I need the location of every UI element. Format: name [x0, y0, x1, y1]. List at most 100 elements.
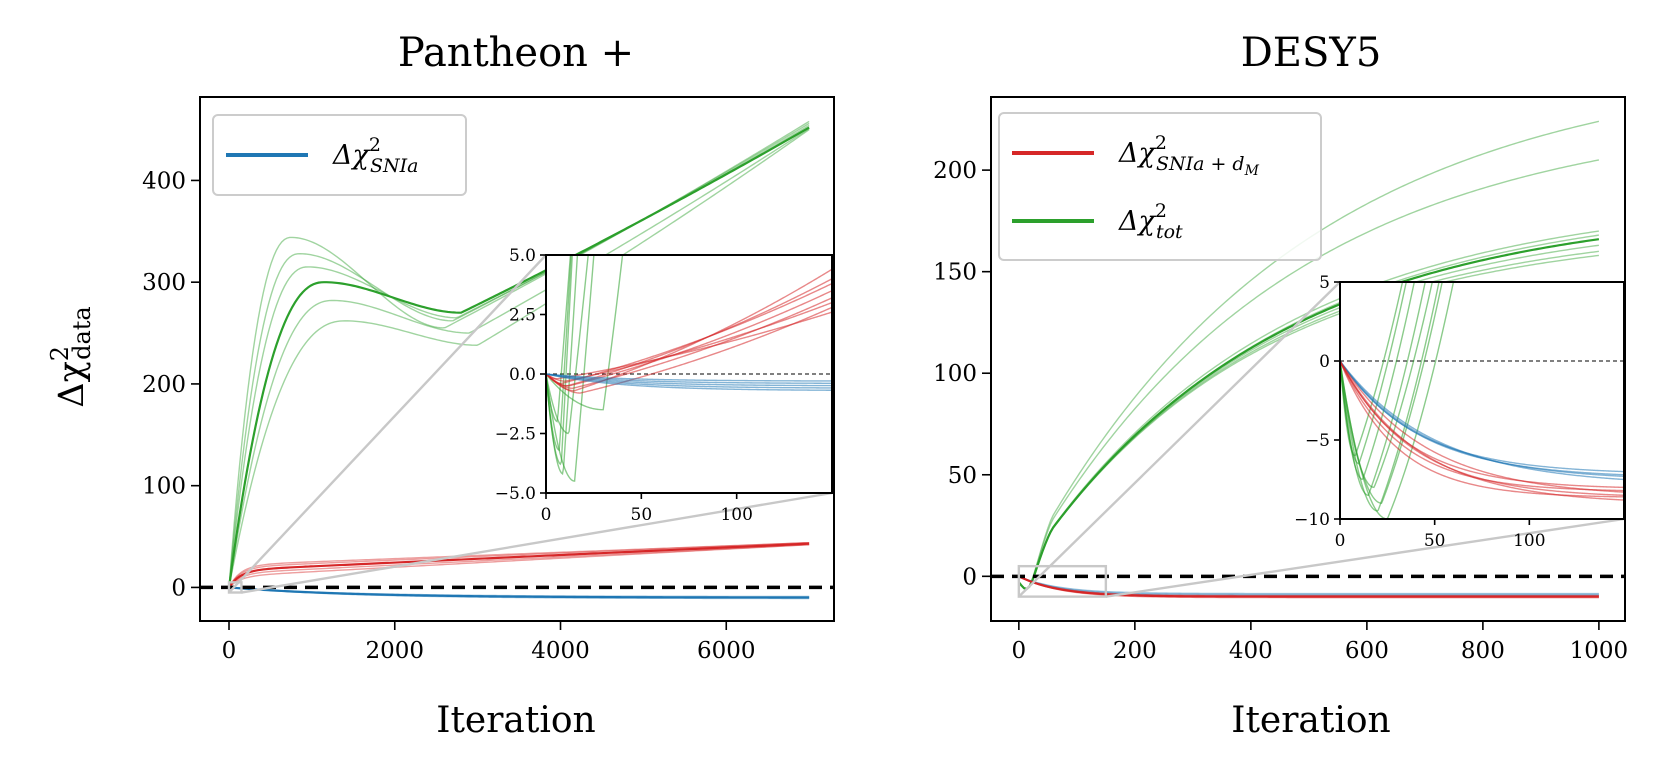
- y-axis-label-main: Δχ: [52, 361, 92, 407]
- zoom-connector: [1018, 281, 1341, 598]
- inset-series-line-green: [546, 255, 624, 411]
- inset-y-tick-label: 5.0: [509, 246, 536, 266]
- x-tick-label: 0: [1012, 638, 1027, 664]
- series-line-blue: [1018, 575, 1599, 596]
- inset-series-line-blue: [546, 373, 832, 389]
- legend-box-desy5: [998, 112, 1322, 261]
- inset-series-line-red: [546, 306, 832, 394]
- inset-series-line-red: [546, 297, 832, 389]
- inset-desy5: 0 50 100 −10 −5 0 5: [1294, 273, 1625, 551]
- x-axis-label-pantheon: Iteration: [436, 700, 596, 741]
- y-tick-label: 200: [933, 158, 977, 184]
- zoom-connector: [241, 491, 833, 594]
- series-line-green: [228, 124, 810, 588]
- inset-x-tick-label: 50: [631, 505, 653, 525]
- zoom-connector: [228, 254, 547, 594]
- legend-pantheon: Δχ2 SNIa: [212, 114, 467, 196]
- legend-tot-sup: 2: [1155, 200, 1167, 222]
- inset-y-tick-label: 0: [1319, 352, 1330, 372]
- series-line-green: [1017, 238, 1600, 591]
- legend-sniadm-subsub: M: [1244, 163, 1260, 179]
- inset-x-tick-label: 0: [541, 505, 552, 525]
- inset-series-line-green: [1340, 282, 1407, 465]
- legend-snia-sub: SNIa: [370, 155, 418, 177]
- series-line-red: [228, 542, 810, 589]
- series-line-red: [228, 543, 810, 588]
- y-tick-label: 100: [142, 474, 186, 500]
- y-tick-label: 0: [962, 564, 977, 590]
- series-line-red: [1018, 575, 1599, 597]
- x-axis-label-desy5: Iteration: [1231, 700, 1391, 741]
- x-ticks-pantheon: 0 2000 4000 6000: [222, 621, 756, 664]
- y-axis-label-sup: 2: [46, 346, 74, 361]
- legend-sniadm-main: Δχ: [1118, 138, 1156, 169]
- x-ticks-desy5: 0 200 400 600 800 1000: [1012, 621, 1629, 664]
- legend-sniadm-sub: SNIa + d: [1156, 153, 1245, 175]
- panel-pantheon: Pantheon + Iteration Δχ2data 0 2000 4000 60…: [46, 30, 835, 741]
- inset-series-line-green: [1340, 282, 1443, 504]
- y-tick-label: 0: [171, 575, 186, 601]
- inset-y-tick-label: 2.5: [509, 306, 536, 326]
- inset-x-tick-label: 50: [1424, 531, 1446, 551]
- legend-box-pantheon: [212, 114, 467, 196]
- series-line-blue: [228, 586, 810, 599]
- inset-series-line-green: [1340, 282, 1433, 489]
- inset-y-tick-label: −10: [1294, 510, 1330, 530]
- series-line-blue: [228, 586, 810, 599]
- inset-series-line-green: [1340, 282, 1426, 497]
- inset-lines: [546, 255, 832, 482]
- inset-series-line-green: [546, 255, 595, 482]
- zoom-box-pantheon: [227, 254, 833, 594]
- y-tick-label: 400: [142, 168, 186, 194]
- legend-label-tot: Δχ2 tot: [1118, 200, 1183, 243]
- y-ticks-pantheon: 0 100 200 300 400: [142, 168, 200, 601]
- series-line-blue: [1018, 575, 1599, 595]
- legend-desy5: Δχ2 SNIa + dM Δχ2 tot: [998, 112, 1322, 261]
- series-line-green: [1018, 234, 1600, 590]
- series-line-blue: [228, 586, 810, 598]
- series-line-red: [228, 541, 810, 588]
- inset-series-line-red: [546, 268, 832, 392]
- series-line-green: [228, 128, 810, 588]
- zoom-box-desy5: [1017, 281, 1625, 598]
- series-line-green: [1018, 250, 1599, 590]
- x-tick-label: 4000: [531, 638, 590, 664]
- series-line-green: [228, 122, 810, 588]
- series-line-green: [1018, 244, 1599, 590]
- inset-series-line-red: [1340, 360, 1624, 489]
- series-line-blue: [228, 586, 810, 600]
- axes-frame-pantheon: [199, 96, 835, 622]
- x-tick-label: 600: [1345, 638, 1389, 664]
- legend-snia-main: Δχ: [332, 140, 370, 171]
- inset-y-tick-label: 0.0: [509, 365, 536, 385]
- y-tick-label: 50: [948, 463, 977, 489]
- inset-series-line-green: [1340, 282, 1416, 481]
- legend-sniadm-sup: 2: [1155, 132, 1167, 154]
- legend-tot-main: Δχ: [1118, 206, 1156, 237]
- y-tick-label: 100: [933, 361, 977, 387]
- inset-series-line-red: [1340, 360, 1624, 501]
- series-line-red: [228, 541, 810, 588]
- x-tick-label: 800: [1461, 638, 1505, 664]
- axes-frame-desy5: [990, 96, 1626, 622]
- x-tick-label: 1000: [1570, 638, 1629, 664]
- zoom-rectangle: [227, 581, 243, 594]
- inset-x-tick-label: 100: [720, 505, 752, 525]
- legend-tot-sub: tot: [1156, 221, 1183, 243]
- inset-y-tick-label: −2.5: [495, 425, 536, 445]
- inset-background: [1340, 282, 1624, 519]
- inset-series-line-red: [1340, 360, 1624, 498]
- series-line-green: [1018, 159, 1600, 590]
- inset-series-line-red: [1340, 360, 1624, 493]
- series-line-green: [1018, 254, 1599, 590]
- inset-series-line-blue: [546, 373, 832, 384]
- chart-title-desy5: DESY5: [1241, 30, 1382, 76]
- legend-label-sniadm: Δχ2 SNIa + dM: [1118, 132, 1260, 179]
- inset-x-tick-label: 0: [1335, 531, 1346, 551]
- y-tick-label: 300: [142, 270, 186, 296]
- x-tick-label: 200: [1113, 638, 1157, 664]
- inset-series-line-blue: [546, 373, 832, 387]
- x-tick-label: 400: [1229, 638, 1273, 664]
- y-axis-label-sub: data: [68, 306, 96, 360]
